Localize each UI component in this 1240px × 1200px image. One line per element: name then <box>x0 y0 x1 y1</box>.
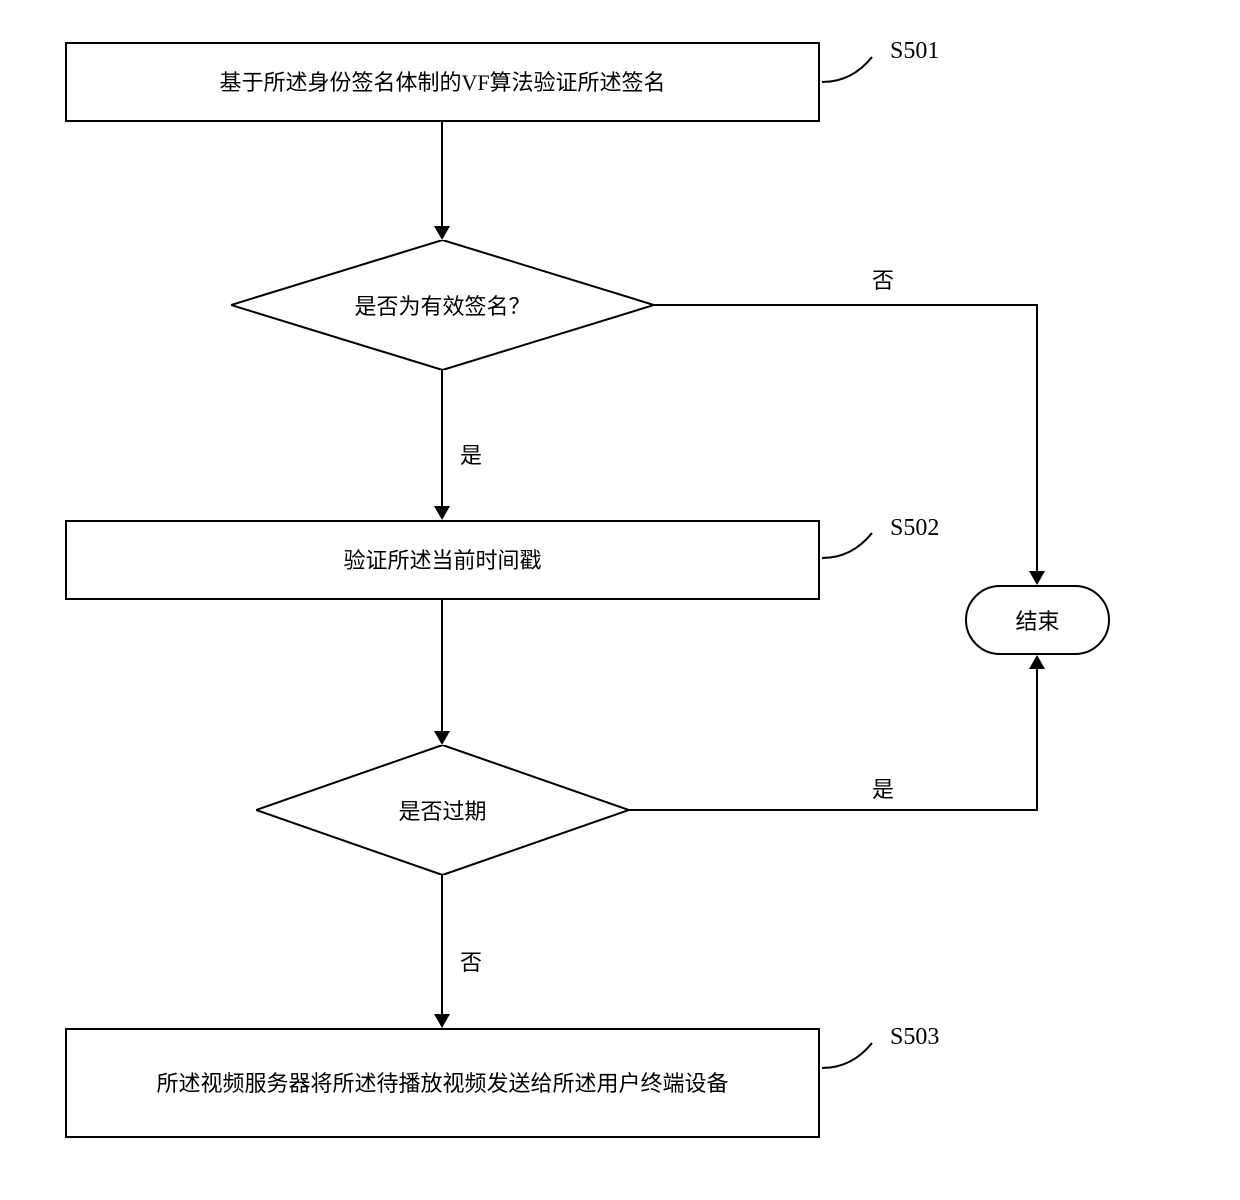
edge-d1-no-h <box>654 304 1038 306</box>
label-curve-s502 <box>822 528 892 568</box>
edge-label-d1-yes: 是 <box>460 438 482 470</box>
process-s502: 验证所述当前时间戳 <box>65 520 820 600</box>
edge-s501-d1 <box>441 122 443 226</box>
edge-label-d2-no: 否 <box>460 945 482 977</box>
edge-d1-no-v <box>1036 304 1038 571</box>
edge-label-d1-no: 否 <box>872 263 894 295</box>
terminator-text: 结束 <box>1015 604 1059 636</box>
process-s501: 基于所述身份签名体制的VF算法验证所述签名 <box>65 42 820 122</box>
arrowhead <box>1029 571 1045 585</box>
arrowhead <box>434 1014 450 1028</box>
step-label-s501: S501 <box>890 38 939 65</box>
edge-s502-d2 <box>441 600 443 731</box>
decision-valid-signature: 是否为有效签名？ <box>231 240 654 370</box>
flowchart-container: 基于所述身份签名体制的VF算法验证所述签名 S501 是否为有效签名？ 否 是 … <box>0 0 1240 1200</box>
label-curve-s503 <box>822 1038 892 1078</box>
edge-d2-yes-v <box>1036 669 1038 811</box>
terminator-end: 结束 <box>965 585 1110 655</box>
arrowhead <box>434 226 450 240</box>
decision-text: 是否为有效签名？ <box>231 240 654 370</box>
step-label-s502: S502 <box>890 515 939 542</box>
process-s503: 所述视频服务器将所述待播放视频发送给所述用户终端设备 <box>65 1028 820 1138</box>
process-text: 所述视频服务器将所述待播放视频发送给所述用户终端设备 <box>156 1067 728 1100</box>
arrowhead <box>1029 655 1045 669</box>
process-text: 基于所述身份签名体制的VF算法验证所述签名 <box>219 66 665 99</box>
decision-expired: 是否过期 <box>256 745 629 875</box>
arrowhead <box>434 731 450 745</box>
edge-d2-yes-h <box>629 809 1038 811</box>
arrowhead <box>434 506 450 520</box>
edge-d1-yes <box>441 370 443 506</box>
edge-label-d2-yes: 是 <box>872 772 894 804</box>
step-label-s503: S503 <box>890 1024 939 1051</box>
process-text: 验证所述当前时间戳 <box>343 544 541 577</box>
decision-text: 是否过期 <box>256 745 629 875</box>
label-curve-s501 <box>822 52 892 92</box>
edge-d2-no <box>441 875 443 1014</box>
